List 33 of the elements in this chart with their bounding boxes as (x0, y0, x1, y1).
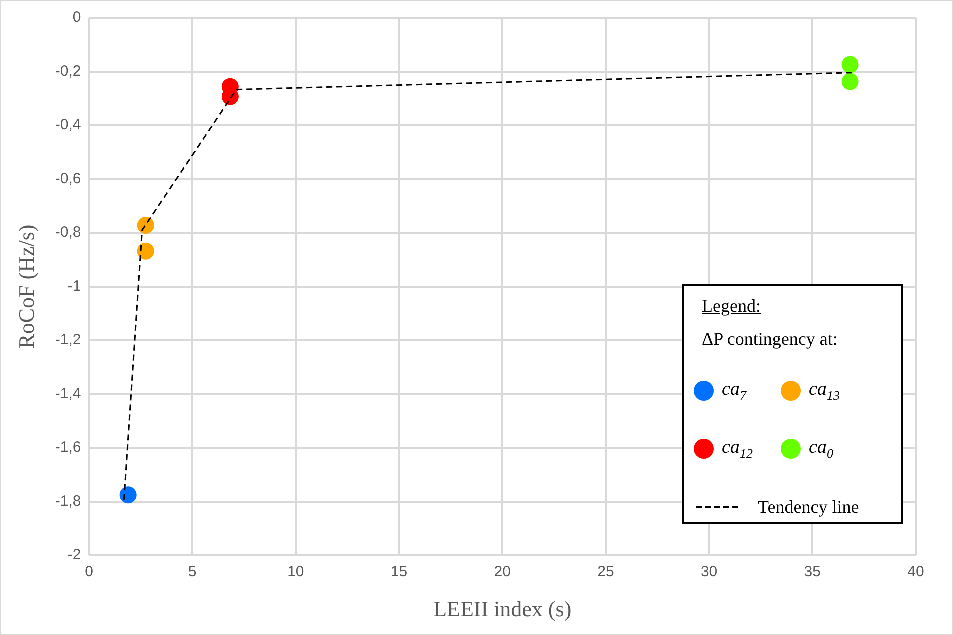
y-tick-label: -1 (68, 278, 82, 295)
point (120, 486, 137, 504)
y-tick-label: -0,8 (55, 224, 82, 242)
point (137, 217, 154, 234)
x-tick-label: 0 (85, 564, 94, 581)
x-tick-label: 25 (598, 564, 614, 581)
x-tick-label: 35 (804, 564, 821, 581)
legend-title: Legend: ΔP contingency at: (702, 296, 839, 350)
x-tick-label: 5 (188, 564, 197, 581)
legend-label: ca$_{0}$ (809, 436, 834, 462)
y-tick-label: -2 (68, 546, 82, 564)
point (842, 73, 859, 90)
y-tick-label: -1,2 (55, 332, 82, 349)
legend-label: ca$_{13}$ (809, 378, 840, 404)
legend-label: ca$_{12}$ (722, 436, 753, 462)
y-axis-title: RoCoF (Hz/s) (14, 224, 39, 349)
y-tick-label: -1,6 (55, 439, 82, 456)
point (137, 242, 154, 260)
x-tick-label: 40 (908, 564, 924, 581)
legend-label: ca$_{7}$ (722, 378, 746, 404)
y-tick-label: -1,8 (55, 492, 82, 510)
x-tick-label: 15 (390, 564, 408, 581)
point (842, 56, 859, 74)
x-axis-title: LEEII index (s) (434, 596, 572, 622)
y-tick-label: 0 (72, 9, 82, 26)
legend-label: Tendency line (758, 496, 860, 518)
y-tick-label: -0,2 (55, 62, 82, 80)
x-tick-label: 10 (288, 564, 304, 581)
x-tick-label: 20 (494, 564, 511, 581)
x-tick-label: 30 (700, 564, 718, 581)
y-tick-label: -1,4 (55, 385, 82, 402)
y-tick-label: -0,4 (55, 116, 82, 134)
y-tick-label: -0,6 (55, 170, 82, 188)
